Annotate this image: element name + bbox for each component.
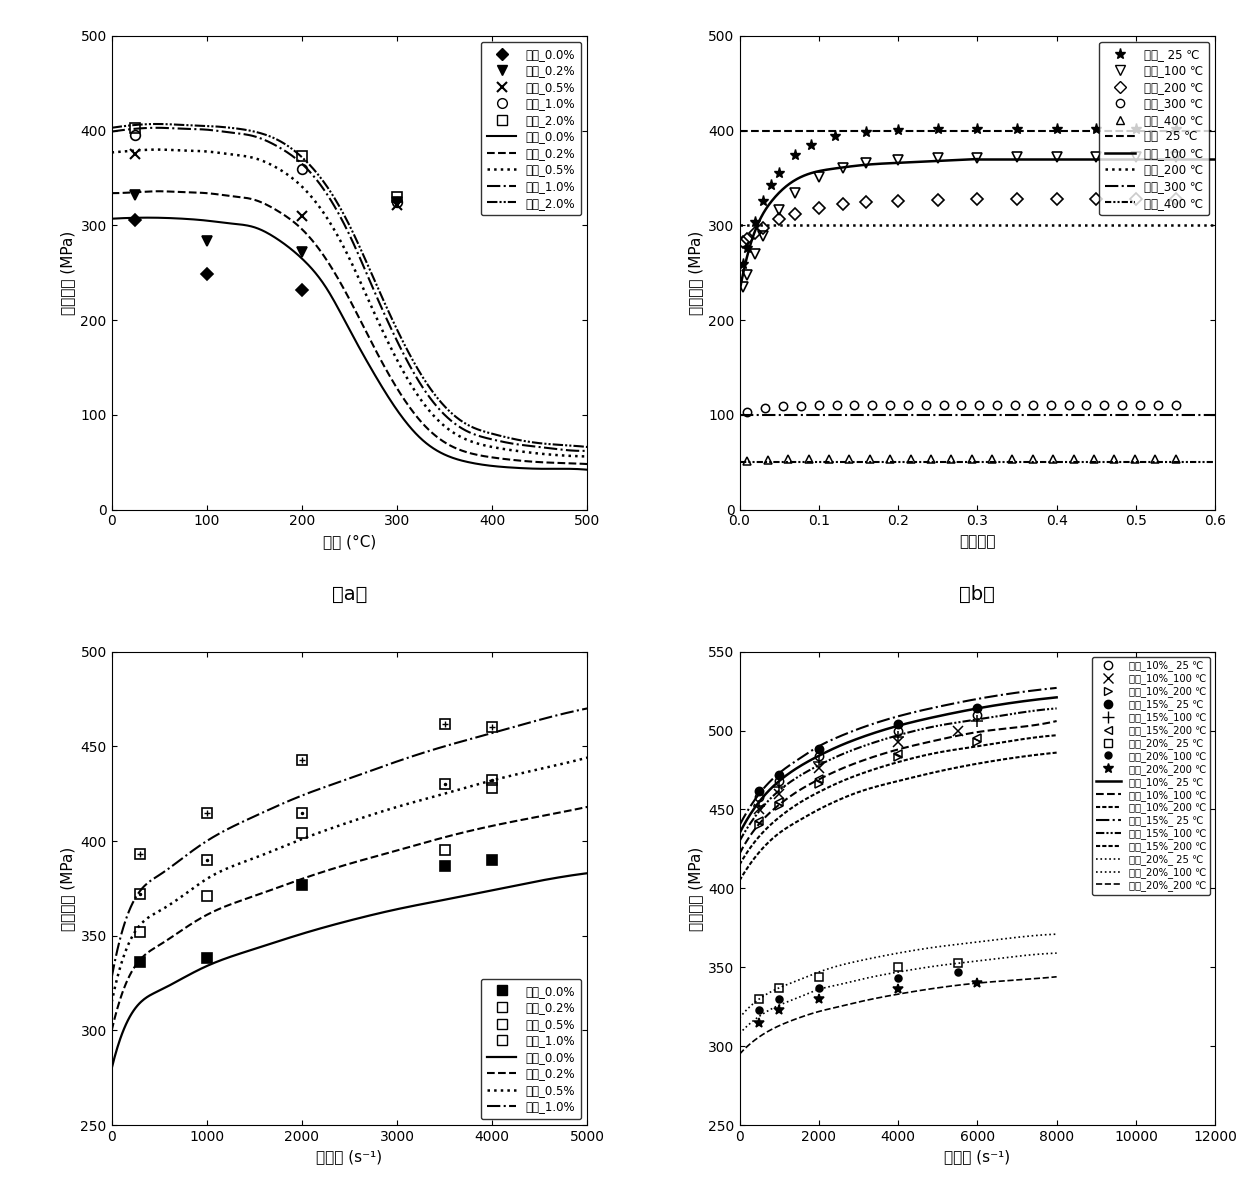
Y-axis label: 流动应力 (MPa): 流动应力 (MPa): [688, 231, 703, 315]
Legend: 试验_0.0%, 试验_0.2%, 试验_0.5%, 试验_1.0%, 模型_0.0%, 模型_0.2%, 模型_0.5%, 模型_1.0%: 试验_0.0%, 试验_0.2%, 试验_0.5%, 试验_1.0%, 模型_0…: [481, 979, 582, 1119]
X-axis label: 应变率 (s⁻¹): 应变率 (s⁻¹): [945, 1149, 1011, 1165]
Legend: 试验_0.0%, 试验_0.2%, 试验_0.5%, 试验_1.0%, 试验_2.0%, 模型_0.0%, 模型_0.2%, 模型_0.5%, 模型_1.0%,: 试验_0.0%, 试验_0.2%, 试验_0.5%, 试验_1.0%, 试验_2…: [481, 42, 582, 215]
Y-axis label: 流动应力 (MPa): 流动应力 (MPa): [60, 231, 74, 315]
Y-axis label: 流动应力 (MPa): 流动应力 (MPa): [60, 846, 74, 930]
Legend: 试验_ 25 ℃, 试验_100 ℃, 试验_200 ℃, 试验_300 ℃, 试验_400 ℃, 模型  25 ℃, 模型_100 ℃, 模型_200 ℃, : 试验_ 25 ℃, 试验_100 ℃, 试验_200 ℃, 试验_300 ℃, …: [1100, 42, 1209, 215]
Text: （a）: （a）: [332, 585, 367, 604]
X-axis label: 应变率 (s⁻¹): 应变率 (s⁻¹): [316, 1149, 382, 1165]
Legend: 试验_10%_ 25 ℃, 试验_10%_100 ℃, 试验_10%_200 ℃, 试验_15%_ 25 ℃, 试验_15%_100 ℃, 试验_15%_200: 试验_10%_ 25 ℃, 试验_10%_100 ℃, 试验_10%_200 ℃…: [1092, 657, 1210, 895]
Y-axis label: 流动应力 (MPa): 流动应力 (MPa): [688, 846, 703, 930]
Text: （b）: （b）: [960, 585, 996, 604]
X-axis label: 塑性应变: 塑性应变: [959, 534, 996, 549]
X-axis label: 温度 (°C): 温度 (°C): [322, 534, 376, 549]
